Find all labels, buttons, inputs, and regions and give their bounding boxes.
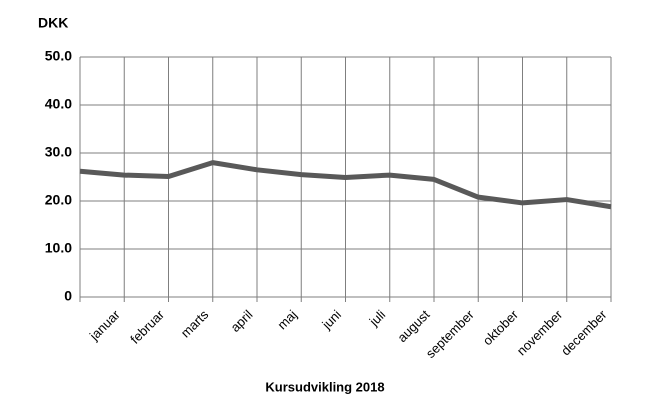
y-axis-title: DKK [38, 15, 68, 31]
data-line [79, 160, 612, 210]
x-tick-label: maj [274, 307, 299, 332]
x-tick-label: juli [366, 307, 389, 330]
x-tick-label: oktober [480, 306, 522, 348]
x-tick-label: november [514, 306, 566, 358]
y-tick-label: 40.0 [45, 96, 72, 112]
y-tick-label: 0 [64, 288, 72, 304]
y-tick-label: 50.0 [45, 48, 72, 64]
y-tick-label: 30.0 [45, 144, 72, 160]
y-tick-label: 20.0 [45, 192, 72, 208]
x-tick-label: april [228, 307, 256, 335]
x-tick-label: december [558, 306, 610, 358]
x-tick-label: marts [178, 307, 212, 341]
x-tick-label: juni [318, 307, 344, 333]
y-tick-label: 10.0 [45, 240, 72, 256]
x-tick-label: august [394, 307, 432, 345]
x-tick-label: september [423, 306, 478, 361]
chart-title: Kursudvikling 2018 [265, 379, 384, 394]
x-tick-label: februar [127, 306, 167, 346]
x-tick-label: januar [86, 306, 123, 343]
